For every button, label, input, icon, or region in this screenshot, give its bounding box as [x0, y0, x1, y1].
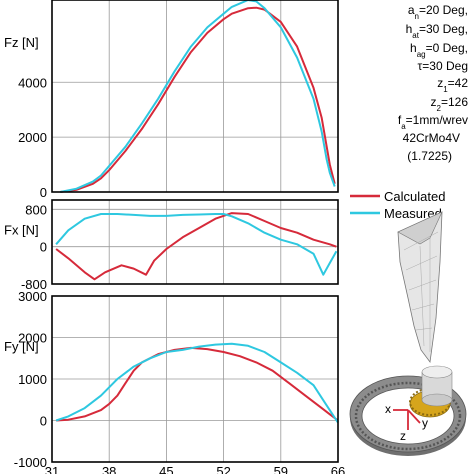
- param-hag: hag=0 Deg,: [410, 41, 468, 59]
- series-line-measured: [55, 342, 339, 424]
- x-tick-label: 52: [216, 464, 230, 474]
- tool-chip-illustration: [397, 211, 443, 364]
- param-fa: fa=1mm/wrev: [398, 113, 468, 131]
- y-tick-label: -1000: [14, 455, 47, 470]
- param-z1: z1=42: [437, 76, 468, 94]
- series-line-calculated: [55, 212, 337, 281]
- y-tick-label: 2000: [18, 130, 47, 145]
- legend-label-measured: Measured: [384, 206, 442, 221]
- y-tick-label: 0: [40, 240, 47, 255]
- chart-panels: 0 2000 4000 Fz [N] -800 0 800 Fx [N] -1000 0 1000 2…: [4, 0, 345, 474]
- panel-top: 0 2000 4000 Fz [N]: [4, 0, 339, 200]
- series-line-measured: [60, 0, 336, 193]
- param-z2: z2=126: [431, 95, 469, 113]
- y-tick-label: 3000: [18, 289, 47, 304]
- param-tau: τ=30 Deg: [418, 59, 468, 73]
- y-tick-label: 0: [40, 414, 47, 429]
- param-hat: hat=30 Deg,: [406, 22, 468, 40]
- x-tick-label: 66: [331, 464, 345, 474]
- axis-label-y: y: [422, 416, 428, 430]
- legend: Calculated Measured: [350, 189, 445, 221]
- panel-middle: -800 0 800 Fx [N]: [4, 199, 339, 292]
- series-line-calculated: [56, 346, 339, 422]
- ring-gear-illustration: x y z: [349, 365, 467, 456]
- series-line-measured: [55, 213, 338, 276]
- x-tick-label: 31: [45, 464, 59, 474]
- y-axis-title: Fx [N]: [4, 222, 39, 237]
- axis-label-z: z: [400, 429, 406, 443]
- y-tick-label: 0: [40, 185, 47, 200]
- y-tick-label: 800: [25, 202, 47, 217]
- axis-label-x: x: [385, 402, 391, 416]
- y-tick-label: 2000: [18, 331, 47, 346]
- y-tick-label: 4000: [18, 75, 47, 90]
- param-material: 42CrMo4V: [403, 131, 460, 145]
- param-material-number: (1.7225): [407, 149, 452, 163]
- cutting-parameters: an=20 Deg, hat=30 Deg, hag=0 Deg, τ=30 D…: [398, 3, 468, 163]
- y-axis-title: Fz [N]: [4, 35, 39, 50]
- x-tick-label: 45: [159, 464, 173, 474]
- plot-frame: [51, 295, 339, 463]
- param-an: an=20 Deg,: [408, 3, 468, 21]
- series-line-calculated: [60, 6, 336, 193]
- y-tick-label: -800: [21, 277, 47, 292]
- x-tick-label: 59: [274, 464, 288, 474]
- panel-bottom: -1000 0 1000 2000 3000 Fy [N] 31 38 45 52 59 66: [4, 289, 345, 474]
- legend-label-calculated: Calculated: [384, 189, 445, 204]
- plot-frame: [51, 199, 339, 285]
- x-tick-label: 38: [102, 464, 116, 474]
- plot-frame: [51, 0, 339, 193]
- y-axis-title: Fy [N]: [4, 339, 39, 354]
- y-tick-label: 1000: [18, 372, 47, 387]
